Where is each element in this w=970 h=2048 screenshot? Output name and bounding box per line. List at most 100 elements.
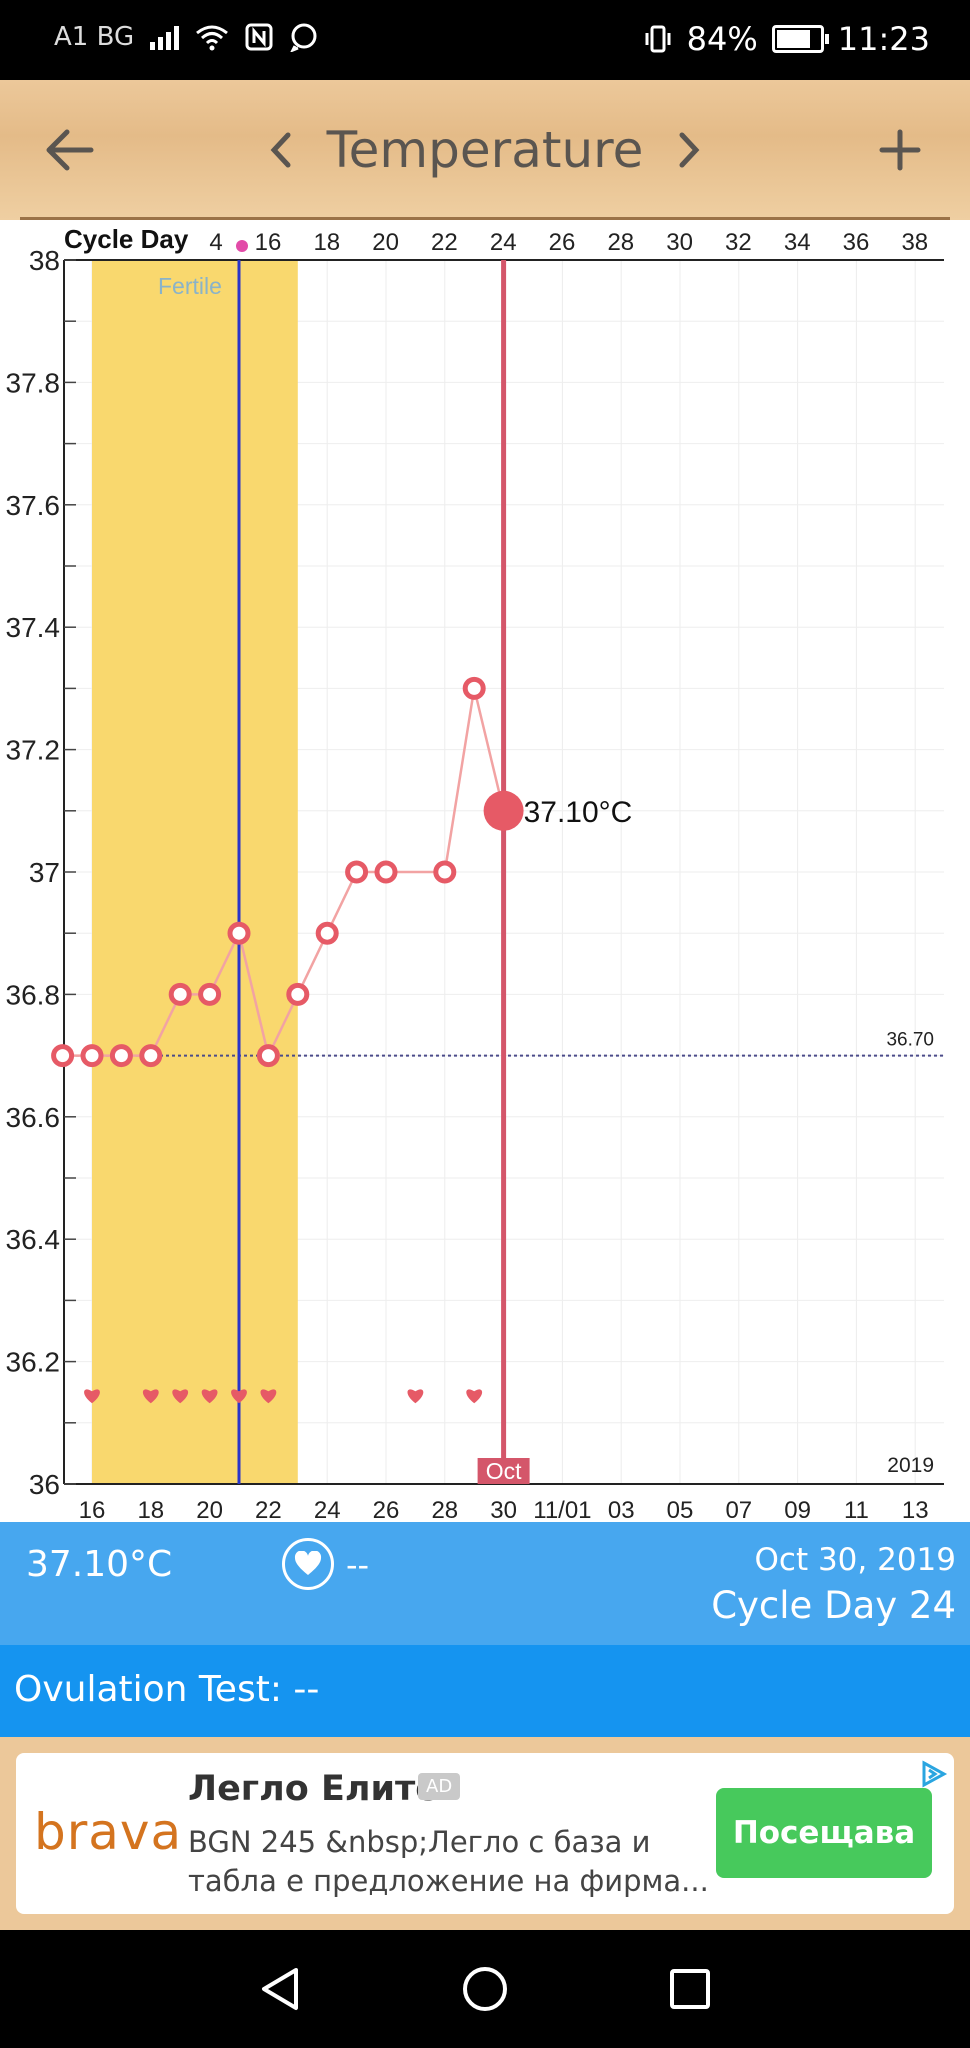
top-tick-label: 34 [784, 229, 811, 256]
y-tick-label: 36.4 [6, 1224, 61, 1255]
cycle-day-axis-label: Cycle Day [64, 224, 189, 254]
temperature-point [227, 921, 251, 945]
heart-icon [294, 1551, 322, 1575]
y-tick-label: 36 [29, 1469, 60, 1500]
wifi-icon [196, 25, 229, 51]
top-tick-label: 36 [843, 229, 870, 256]
bottom-tick-label: 28 [431, 1497, 458, 1522]
y-tick-label: 37.2 [6, 735, 61, 766]
top-tick-label: 16 [255, 229, 282, 256]
ovulation-test-row[interactable]: Ovulation Test: -- [0, 1645, 970, 1737]
previous-chart-button[interactable] [250, 80, 310, 220]
ad-badge: AD [418, 1773, 461, 1800]
bottom-tick-label: 11/01 [533, 1497, 591, 1522]
ovulation-marker [236, 240, 248, 252]
status-left: A1 BG [54, 22, 319, 52]
bottom-tick-label: 26 [373, 1497, 400, 1522]
next-chart-button[interactable] [660, 80, 720, 220]
info-cycle-day: Cycle Day 24 [711, 1584, 956, 1627]
bottom-tick-label: 11 [844, 1497, 869, 1522]
top-tick-label: 26 [549, 229, 576, 256]
heart-marker [142, 1389, 159, 1404]
ad-choices-icon[interactable] [918, 1759, 948, 1789]
ad-title[interactable]: Легло Елите [188, 1769, 440, 1809]
ad-banner[interactable]: brava Легло Елите AD BGN 245 &nbsp;Легло… [0, 1737, 970, 1930]
back-button[interactable] [30, 80, 110, 220]
temperature-chart[interactable]: Fertile 36.70 37.10°C Oct 2019 Cycle Day… [0, 220, 970, 1522]
heart-marker [231, 1389, 247, 1404]
bottom-tick-label: 13 [902, 1497, 929, 1522]
bottom-tick-label: 24 [314, 1497, 341, 1522]
chevron-left-icon [270, 132, 291, 168]
temperature-points [51, 676, 486, 1068]
temperature-point [286, 982, 310, 1006]
back-arrow-icon [46, 129, 94, 171]
fertile-window [92, 260, 298, 1484]
ad-body: BGN 245 &nbsp;Легло с база и табла е пре… [188, 1825, 709, 1898]
ad-logo: brava [34, 1803, 183, 1861]
temperature-point [80, 1044, 104, 1068]
fertile-label: Fertile [158, 273, 222, 299]
top-tick-label: 28 [607, 229, 634, 256]
day-info-panel[interactable]: 37.10°C -- Oct 30, 2019 Cycle Day 24 [0, 1522, 970, 1645]
y-tick-label: 36.8 [6, 979, 61, 1010]
top-tick-label: 32 [725, 229, 752, 256]
battery-percent: 84% [686, 20, 758, 58]
temperature-point [462, 676, 486, 700]
year-label: 2019 [887, 1454, 934, 1477]
y-tick-label: 37.4 [6, 612, 61, 643]
bottom-tick-label: 30 [490, 1497, 517, 1522]
top-tick-label: 24 [490, 229, 517, 256]
bottom-tick-label: 05 [667, 1497, 694, 1522]
temperature-point [345, 860, 369, 884]
status-bar: A1 BG 84% 11:23 [0, 0, 970, 80]
nav-recents-icon [670, 1969, 710, 2009]
top-tick-label: 4 [209, 229, 222, 256]
status-right: 84% 11:23 [643, 20, 930, 58]
app-header: Temperature [0, 80, 970, 220]
signal-icon [150, 24, 180, 50]
y-tick-label: 36.6 [6, 1102, 61, 1133]
coverline-label: 36.70 [886, 1030, 934, 1051]
plus-icon [879, 129, 921, 171]
clock: 11:23 [837, 20, 930, 58]
temperature-point [433, 860, 457, 884]
info-temperature: 37.10°C [26, 1544, 173, 1585]
nfc-icon [245, 23, 273, 51]
add-button[interactable] [860, 80, 940, 220]
month-marker [477, 1458, 530, 1484]
tick-labels: 38 37.8 37.6 37.4 37.2 37 36.8 36.6 36.4 36.2 36 4 1… [6, 229, 929, 1522]
heart-marker [407, 1389, 424, 1404]
nav-home-button[interactable] [425, 1930, 545, 2048]
temperature-point [198, 982, 222, 1006]
nav-back-button[interactable] [220, 1930, 340, 2048]
ovulation-test-label: Ovulation Test: -- [14, 1669, 320, 1710]
nav-home-icon [463, 1967, 507, 2011]
heart-marker [201, 1389, 218, 1404]
bottom-tick-label: 18 [137, 1497, 164, 1522]
ad-visit-button[interactable]: Посещава [716, 1788, 932, 1878]
whatsapp-icon [290, 23, 317, 52]
y-tick-label: 37 [29, 857, 60, 888]
y-tick-label: 36.2 [6, 1347, 61, 1378]
chart-svg[interactable]: Fertile 36.70 37.10°C Oct 2019 Cycle Day… [0, 220, 970, 1522]
bottom-tick-label: 03 [608, 1497, 635, 1522]
intercourse-markers [84, 1389, 483, 1404]
nav-recents-button[interactable] [630, 1930, 750, 2048]
y-tick-label: 37.6 [6, 490, 61, 521]
intercourse-value: -- [346, 1546, 370, 1584]
top-tick-label: 38 [901, 229, 928, 256]
bottom-tick-label: 22 [255, 1497, 282, 1522]
top-tick-label: 18 [313, 229, 340, 256]
intercourse-button[interactable] [282, 1538, 334, 1590]
ad-card[interactable]: brava Легло Елите AD BGN 245 &nbsp;Легло… [16, 1753, 954, 1914]
heart-marker [84, 1389, 100, 1404]
temperature-point [168, 982, 192, 1006]
carrier-label: A1 BG [54, 22, 135, 52]
temperature-point [256, 1044, 280, 1068]
month-label: Oct [486, 1458, 522, 1484]
temperature-point [139, 1044, 163, 1068]
temperature-point [109, 1044, 133, 1068]
selected-point[interactable] [483, 790, 524, 831]
bottom-tick-label: 07 [725, 1497, 752, 1522]
